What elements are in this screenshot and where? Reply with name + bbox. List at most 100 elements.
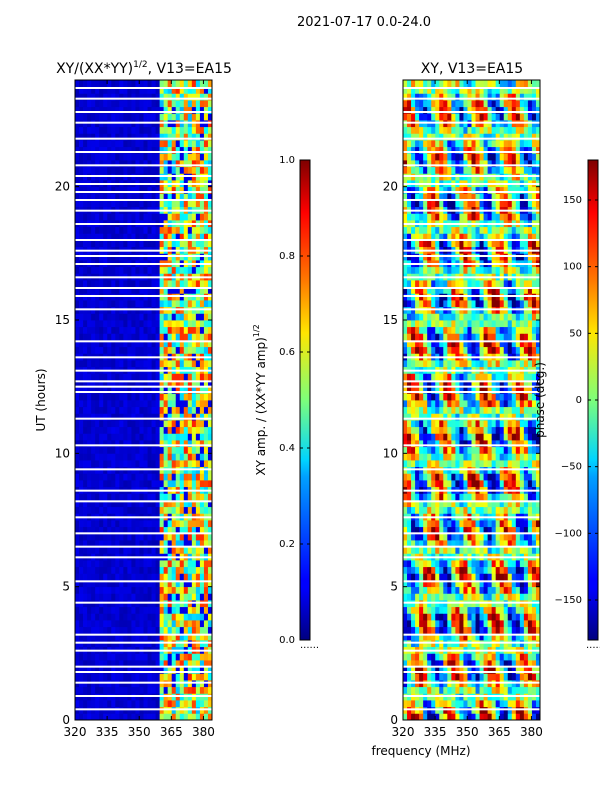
heatmap-cell [127,440,132,448]
heatmap-cell [203,566,209,574]
heatmap-cell [151,420,156,428]
heatmap-cell [163,520,169,528]
heatmap-cell [515,500,521,508]
heatmap-cell [159,166,165,174]
heatmap-cell [143,413,148,421]
heatmap-cell [191,200,197,208]
heatmap-cell [139,113,144,121]
heatmap-cell [135,533,140,541]
heatmap-cell [155,480,161,488]
heatmap-cell [183,506,189,514]
heatmap-cell [143,540,148,548]
heatmap-cell [151,233,156,241]
heatmap-cell [187,660,193,668]
heatmap-cell [535,533,541,541]
heatmap-cell [471,413,476,421]
heatmap-cell [531,446,537,454]
heatmap-cell [495,606,501,614]
heatmap-cell [459,500,464,508]
heatmap-cell [419,566,424,574]
heatmap-cell [131,386,136,394]
heatmap-cell [87,426,92,434]
heatmap-cell [475,493,480,501]
heatmap-cell [115,373,120,381]
heatmap-cell [79,493,84,501]
heatmap-cell [519,426,525,434]
heatmap-cell [179,440,185,448]
heatmap-cell [131,380,136,388]
heatmap-cell [179,280,185,288]
heatmap-cell [403,453,408,461]
heatmap-cell [127,86,132,94]
heatmap-cell [419,593,424,601]
heatmap-cell [123,100,128,108]
data-gap-line [75,532,212,535]
heatmap-cell [131,653,136,661]
heatmap-cell [195,713,201,721]
heatmap-cell [191,626,197,634]
heatmap-cell [447,566,452,574]
heatmap-cell [167,333,173,341]
heatmap-cell [155,540,161,548]
heatmap-cell [187,546,193,554]
heatmap-cell [83,113,88,121]
heatmap-cell [111,106,116,114]
heatmap-cell [439,413,444,421]
heatmap-cell [419,673,424,681]
heatmap-cell [203,573,209,581]
heatmap-cell [111,573,116,581]
heatmap-cell [79,586,84,594]
heatmap-cell [467,433,472,441]
heatmap-cell [163,660,169,668]
data-gap-line [75,444,212,447]
heatmap-cell [167,240,173,248]
heatmap-cell [107,193,112,201]
heatmap-cell [155,666,161,674]
heatmap-cell [95,406,100,414]
heatmap-cell [159,380,165,388]
heatmap-cell [451,446,456,454]
heatmap-cell [107,580,112,588]
heatmap-cell [451,580,456,588]
heatmap-cell [83,633,88,641]
heatmap-cell [479,606,484,614]
heatmap-cell [175,446,181,454]
heatmap-cell [119,106,124,114]
heatmap-cell [159,146,165,154]
heatmap-cell [463,526,468,534]
heatmap-cell [487,566,493,574]
heatmap-cell [143,393,148,401]
heatmap-cell [195,526,201,534]
heatmap-cell [123,200,128,208]
heatmap-cell [463,606,468,614]
heatmap-cell [167,420,173,428]
heatmap-cell [91,393,96,401]
heatmap-cell [103,426,108,434]
heatmap-cell [439,560,444,568]
heatmap-cell [175,80,181,88]
heatmap-cell [79,520,84,528]
heatmap-cell [511,586,517,594]
heatmap-cell [147,160,152,168]
heatmap-cell [183,400,189,408]
heatmap-cell [459,620,464,628]
heatmap-cell [175,673,181,681]
heatmap-cell [487,526,493,534]
heatmap-cell [151,240,156,248]
heatmap-cell [475,586,480,594]
heatmap-cell [403,420,408,428]
heatmap-cell [83,460,88,468]
heatmap-cell [407,606,412,614]
heatmap-cell [99,406,104,414]
heatmap-cell [183,146,189,154]
heatmap-cell [199,453,205,461]
heatmap-cell [191,520,197,528]
heatmap-cell [155,626,161,634]
heatmap-cell [179,526,185,534]
heatmap-cell [483,526,489,534]
heatmap-cell [95,506,100,514]
heatmap-cell [511,666,517,674]
colorbar-amplitude-ticks: 0.00.20.40.60.81.0 [279,155,310,646]
heatmap-cell [495,400,501,408]
heatmap-cell [535,526,541,534]
